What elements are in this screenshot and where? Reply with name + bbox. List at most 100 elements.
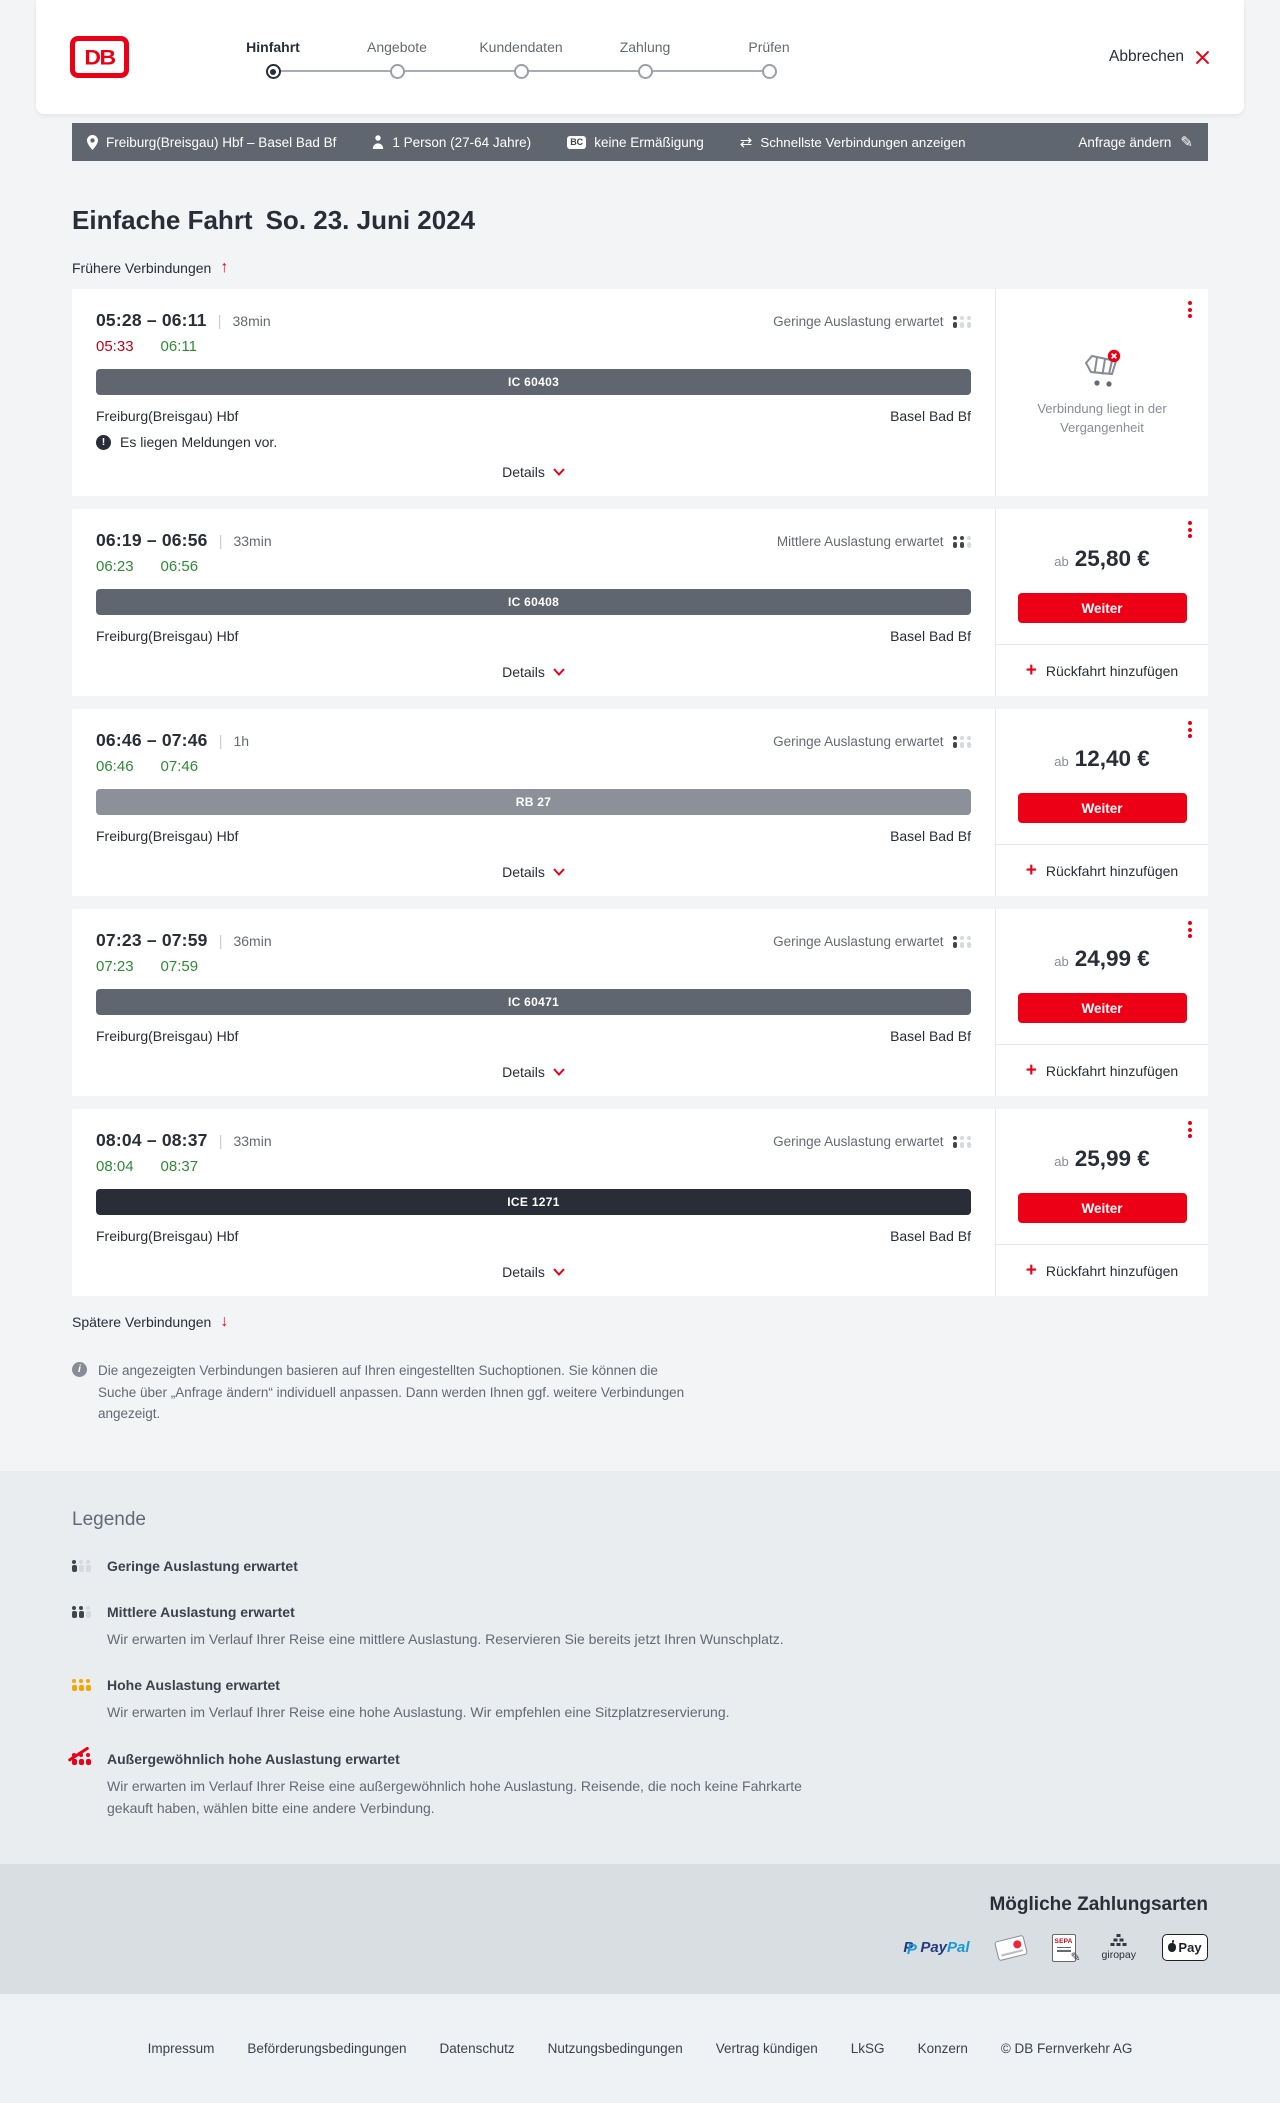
location-pin-icon (87, 134, 98, 150)
footer-link-vertrag-kuendigen[interactable]: Vertrag kündigen (715, 2040, 818, 2056)
add-return-button[interactable]: + Rückfahrt hinzufügen (996, 644, 1208, 696)
add-return-button[interactable]: + Rückfahrt hinzufügen (996, 844, 1208, 896)
details-toggle[interactable]: Details (496, 1050, 571, 1086)
train-label-bar: RB 27 (96, 789, 971, 815)
train-label-bar: IC 60471 (96, 989, 971, 1015)
search-summary-bar: Freiburg(Breisgau) Hbf – Basel Bad Bf 1 … (72, 123, 1208, 161)
occupancy-info: Geringe Auslastung erwartet (773, 314, 971, 329)
train-label-bar: IC 60403 (96, 369, 971, 395)
step-circle-icon[interactable] (389, 64, 405, 79)
search-info-note: i Die angezeigten Verbindungen basieren … (72, 1360, 1208, 1425)
connection-times: 08:04 – 08:37 (96, 1130, 208, 1150)
details-toggle[interactable]: Details (496, 450, 571, 486)
realtime-arrival: 08:37 (160, 1158, 199, 1175)
fastest-connections-label: Schnellste Verbindungen anzeigen (760, 134, 966, 150)
connection-duration: 33min (233, 1133, 272, 1149)
train-label-bar: IC 60408 (96, 589, 971, 615)
legend-description: Wir erwarten im Verlauf Ihrer Reise eine… (107, 1630, 784, 1647)
realtime-departure: 08:04 (96, 1158, 134, 1175)
step-circle-icon[interactable] (761, 64, 777, 79)
bahncard-text: keine Ermäßigung (594, 134, 704, 150)
continue-button[interactable]: Weiter (1017, 793, 1187, 823)
continue-label: Weiter (1081, 1200, 1123, 1216)
add-return-label: Rückfahrt hinzufügen (1045, 1262, 1179, 1279)
bahncard-icon: BC (567, 135, 587, 149)
more-options-button[interactable] (1185, 518, 1195, 541)
step-angebote[interactable]: Angebote (335, 39, 459, 79)
realtime-arrival: 07:46 (160, 758, 199, 775)
add-return-label: Rückfahrt hinzufügen (1045, 1062, 1179, 1079)
footer-link-nutzungsbedingungen[interactable]: Nutzungsbedingungen (547, 2040, 683, 2056)
more-options-button[interactable] (1185, 1118, 1195, 1141)
legend-label: Außergewöhnlich hohe Auslastung erwartet (107, 1751, 400, 1768)
details-toggle[interactable]: Details (496, 1250, 571, 1286)
journey-type-title: Einfache Fahrt (72, 205, 253, 235)
footer-link-impressum[interactable]: Impressum (147, 2040, 215, 2056)
earlier-connections-label: Frühere Verbindungen (72, 260, 212, 276)
step-zahlung[interactable]: Zahlung (583, 39, 707, 79)
travelers-summary: 1 Person (27-64 Jahre) (372, 135, 531, 150)
price-value: 25,99 € (1074, 1146, 1150, 1171)
details-toggle[interactable]: Details (496, 650, 571, 686)
origin-station: Freiburg(Breisgau) Hbf (96, 408, 239, 424)
occupancy-label: Geringe Auslastung erwartet (773, 314, 944, 329)
booking-panel: ab 24,99 € Weiter + Rückfahrt hinzufügen (995, 909, 1208, 1096)
payment-methods-row: PP PayPal SEPA giropay Pay (903, 1933, 1208, 1964)
price: ab 12,40 € (1054, 746, 1150, 772)
plus-icon: + (1025, 1060, 1037, 1081)
destination-station: Basel Bad Bf (890, 628, 971, 644)
origin-station: Freiburg(Breisgau) Hbf (96, 628, 239, 644)
connection-card-3: 06:46 – 07:46 | 1h Geringe Auslastung er… (72, 709, 1208, 896)
swap-arrows-icon: ⇄ (739, 134, 753, 151)
results-area: Einfache Fahrt So. 23. Juni 2024 Frühere… (72, 161, 1208, 1425)
realtime-arrival: 06:11 (160, 338, 197, 355)
edit-request-button[interactable]: Anfrage ändern ✎ (1078, 133, 1193, 151)
earlier-connections-link[interactable]: Frühere Verbindungen ↑ (72, 260, 228, 277)
step-circle-icon[interactable] (637, 64, 653, 79)
cancel-button[interactable]: Abbrechen (1109, 48, 1210, 66)
legend-title: Legende (72, 1508, 146, 1530)
later-connections-label: Spätere Verbindungen (72, 1314, 212, 1330)
checkout-stepper: Hinfahrt Angebote Kundendaten Zahlung Pr… (211, 35, 831, 79)
chevron-down-icon (553, 668, 565, 676)
more-options-button[interactable] (1185, 918, 1195, 941)
more-options-button[interactable] (1185, 718, 1195, 741)
continue-button[interactable]: Weiter (1017, 593, 1187, 623)
footer-link-befoerderungsbedingungen[interactable]: Beförderungsbedingungen (247, 2040, 407, 2056)
step-hinfahrt[interactable]: Hinfahrt (211, 39, 335, 79)
sepa-logo: SEPA (1051, 1933, 1081, 1964)
step-circle-active-icon[interactable] (265, 64, 281, 79)
service-notice: ! Es liegen Meldungen vor. (96, 434, 971, 450)
price-value: 24,99 € (1074, 946, 1150, 971)
plus-icon: + (1025, 660, 1037, 681)
info-icon: i (72, 1362, 87, 1377)
more-options-button[interactable] (1185, 298, 1195, 321)
fastest-connections-toggle[interactable]: ⇄ Schnellste Verbindungen anzeigen (740, 133, 966, 151)
step-pruefen[interactable]: Prüfen (707, 39, 831, 79)
add-return-button[interactable]: + Rückfahrt hinzufügen (996, 1044, 1208, 1096)
connection-card-4: 07:23 – 07:59 | 36min Geringe Auslastung… (72, 909, 1208, 1096)
continue-button[interactable]: Weiter (1017, 1193, 1187, 1223)
footer-link-datenschutz[interactable]: Datenschutz (439, 2040, 515, 2056)
price: ab 25,80 € (1054, 546, 1150, 572)
payment-methods-title: Mögliche Zahlungsarten (989, 1893, 1208, 1915)
occupancy-icon (952, 315, 972, 328)
continue-button[interactable]: Weiter (1017, 993, 1187, 1023)
occupancy-low-icon (72, 1559, 91, 1572)
occupancy-label: Geringe Auslastung erwartet (773, 1134, 944, 1149)
info-note-text: Die angezeigten Verbindungen basieren au… (98, 1363, 685, 1422)
step-circle-icon[interactable] (513, 64, 529, 79)
legend-item-low: Geringe Auslastung erwartet (72, 1558, 1208, 1577)
legend-section: Legende Geringe Auslastung erwartet Mitt… (0, 1470, 1280, 1864)
add-return-button[interactable]: + Rückfahrt hinzufügen (996, 1244, 1208, 1296)
step-kundendaten[interactable]: Kundendaten (459, 39, 583, 79)
footer-link-lksg[interactable]: LkSG (850, 2040, 885, 2056)
cancel-label: Abbrechen (1109, 48, 1184, 65)
legend-item-medium: Mittlere Auslastung erwartet Wir erwarte… (72, 1604, 1208, 1651)
origin-station: Freiburg(Breisgau) Hbf (96, 828, 239, 844)
footer-link-konzern[interactable]: Konzern (917, 2040, 968, 2056)
later-connections-link[interactable]: Spätere Verbindungen ↓ (72, 1314, 228, 1331)
details-toggle[interactable]: Details (496, 850, 571, 886)
occupancy-icon (952, 1135, 972, 1148)
occupancy-info: Geringe Auslastung erwartet (773, 934, 971, 949)
